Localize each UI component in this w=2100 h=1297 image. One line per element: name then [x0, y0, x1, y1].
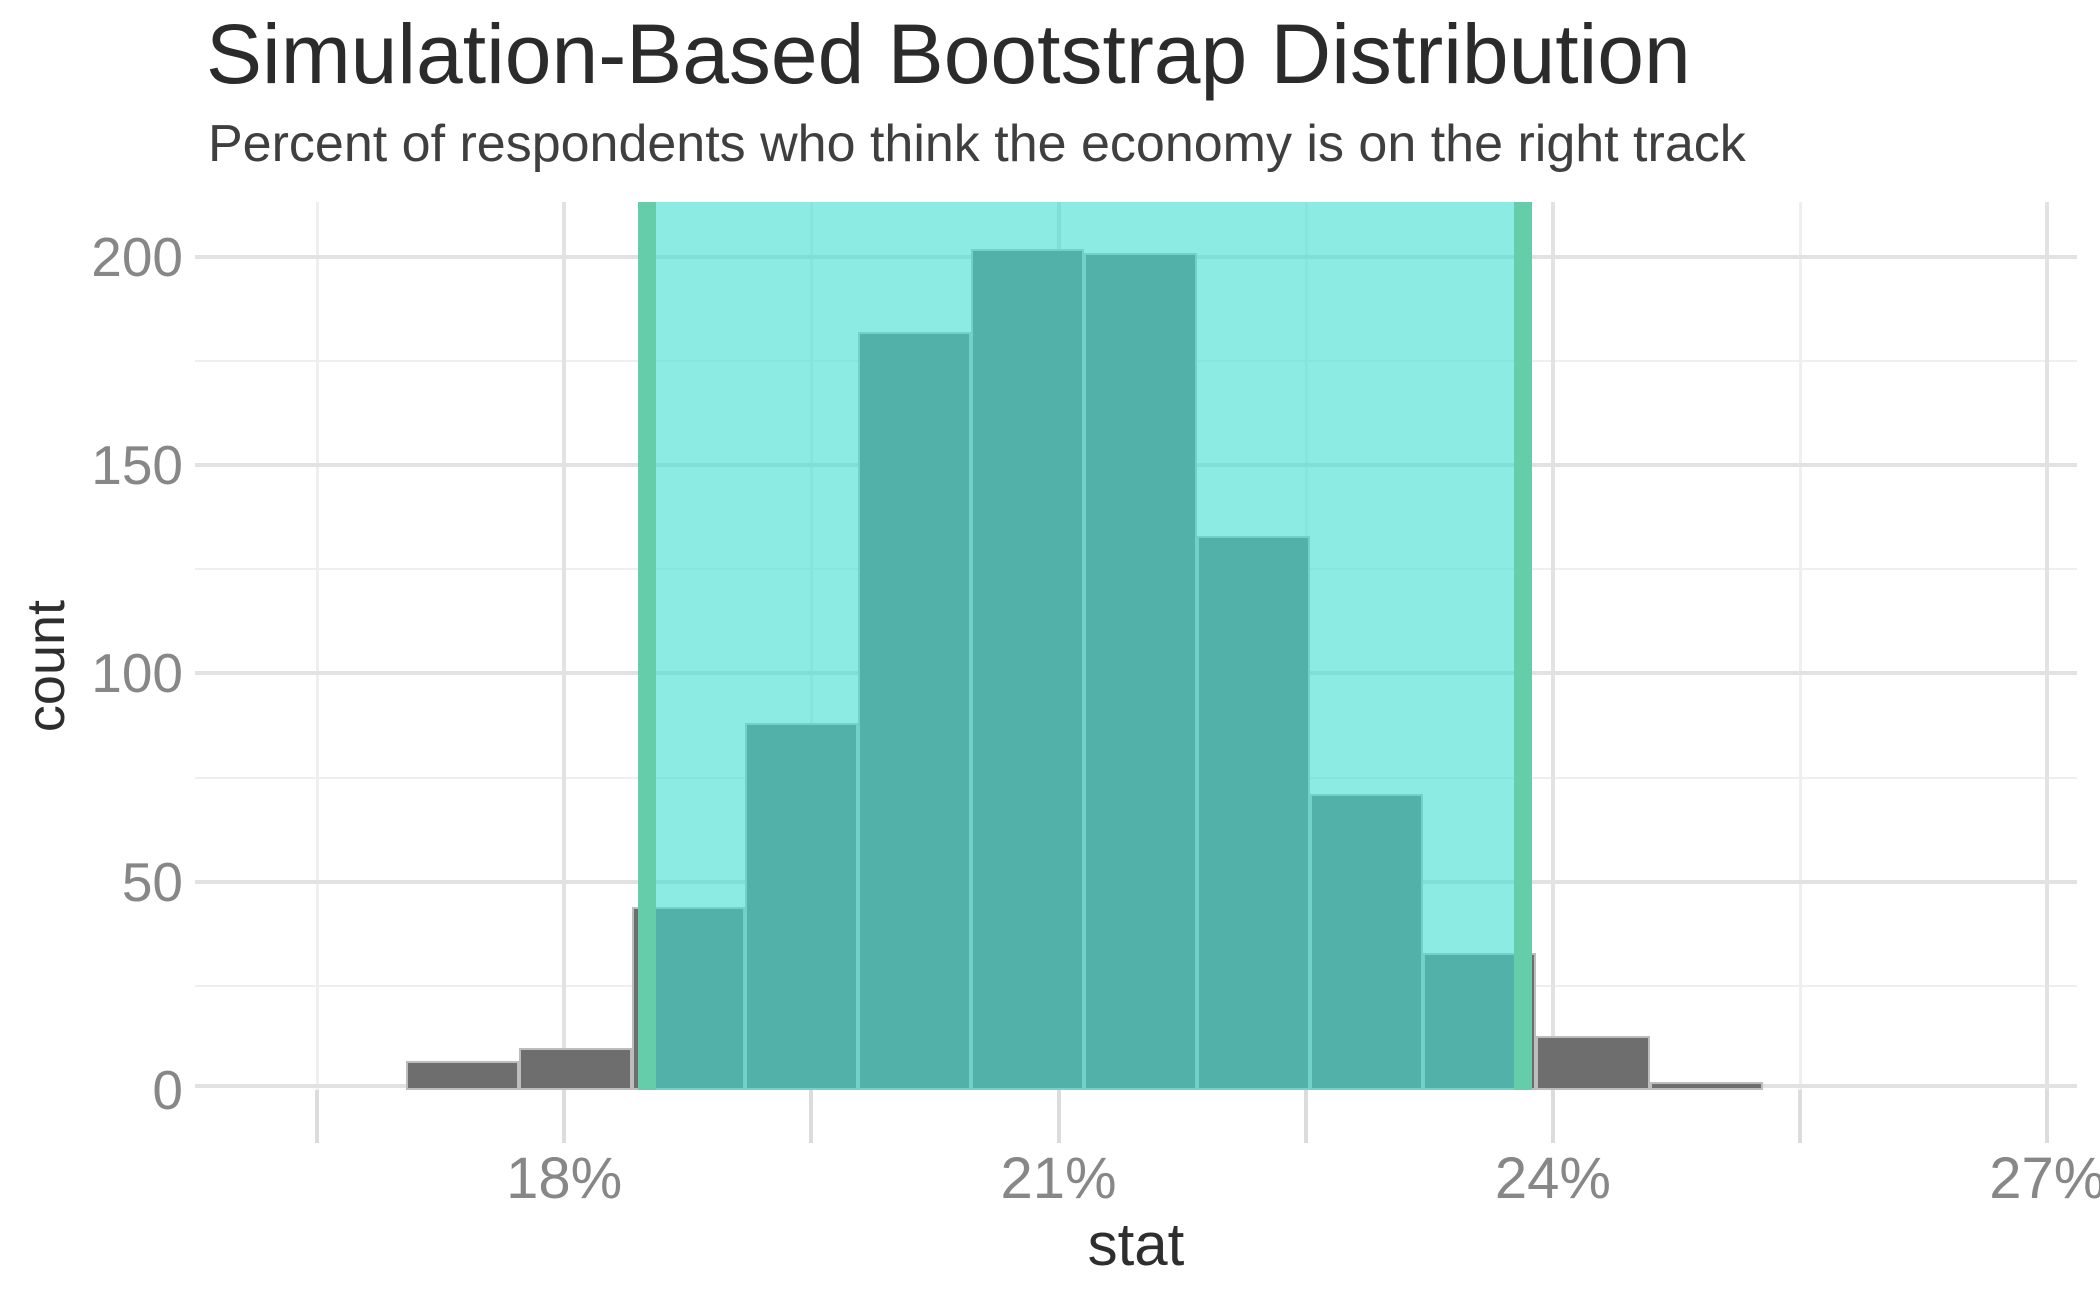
x-minor-gridline [315, 202, 319, 1090]
x-axis-tick-label: 24% [1494, 1146, 1611, 1211]
x-axis-tick [1798, 1090, 1803, 1143]
x-axis-tick [2045, 1090, 2050, 1143]
x-axis-tick-label: 27% [1989, 1146, 2100, 1211]
chart-title: Simulation-Based Bootstrap Distribution [206, 7, 1691, 101]
x-major-gridline [2045, 202, 2050, 1090]
x-major-gridline [1550, 202, 1555, 1090]
x-axis-tick [1303, 1090, 1308, 1143]
histogram-bar [405, 1060, 519, 1090]
y-axis-tick-label: 200 [91, 225, 183, 288]
x-axis-tick-label: 18% [506, 1146, 623, 1211]
y-axis-title: count [16, 599, 76, 733]
y-axis-tick-label: 150 [91, 434, 183, 497]
y-axis-tick-label: 50 [121, 850, 183, 913]
x-axis-tick [1056, 1090, 1061, 1143]
chart-subtitle: Percent of respondents who think the eco… [208, 115, 1746, 173]
y-axis-tick-label: 0 [152, 1059, 183, 1121]
histogram-bar [1536, 1035, 1650, 1090]
x-axis-tick [809, 1090, 814, 1143]
x-axis-tick [562, 1090, 567, 1143]
confidence-interval-upper-line [1514, 202, 1533, 1090]
histogram-bar [1649, 1081, 1763, 1090]
x-axis-title: stat [1087, 1211, 1185, 1278]
y-axis-tick-label: 100 [91, 642, 183, 705]
confidence-interval-shaded-region [646, 202, 1524, 1090]
plot-panel: 18% 21% 24% 27% 0 50 100 150 200 [91, 202, 2100, 1210]
x-axis-tick-label: 21% [1000, 1146, 1117, 1211]
confidence-interval-lower-line [637, 202, 656, 1090]
x-axis-tick [314, 1090, 319, 1143]
x-minor-gridline [1799, 202, 1803, 1090]
histogram-bar [518, 1048, 633, 1090]
x-major-gridline [562, 202, 567, 1090]
x-axis-tick [1550, 1090, 1555, 1143]
